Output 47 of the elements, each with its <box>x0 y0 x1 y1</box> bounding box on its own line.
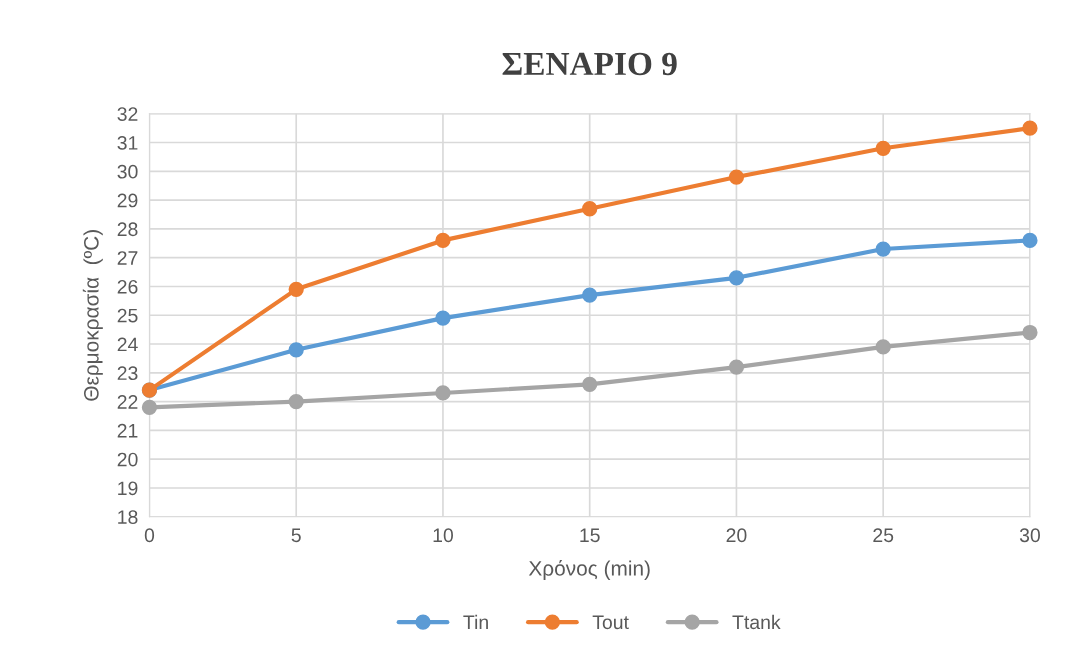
point <box>435 385 451 401</box>
y-tick-label: 31 <box>117 136 138 150</box>
y-tick-label: 21 <box>117 423 138 438</box>
point <box>728 270 745 286</box>
point <box>582 201 598 217</box>
x-tick-label: 25 <box>873 528 894 543</box>
y-tick-label: 20 <box>117 452 138 467</box>
point <box>141 399 158 416</box>
y-tick-label: 18 <box>118 510 138 524</box>
point <box>288 393 304 410</box>
y-axis-title: Θερμοκρασία (ºC) <box>82 230 103 401</box>
y-tick-label: 26 <box>117 279 138 294</box>
y-tick-label: 24 <box>117 337 138 352</box>
x-tick-label: 10 <box>433 528 453 543</box>
point <box>728 359 745 375</box>
point <box>582 376 598 392</box>
point <box>435 232 451 249</box>
chart-title: ΣΕΝΑΡΙΟ 9 <box>502 52 677 76</box>
point <box>875 241 891 257</box>
point <box>288 342 304 358</box>
y-tick-label: 22 <box>117 395 138 409</box>
legend-label: Ttank <box>732 614 781 630</box>
y-tick-label: 28 <box>117 222 138 237</box>
point <box>1022 232 1038 249</box>
legend-label: Tout <box>592 615 629 630</box>
y-tick-label: 25 <box>117 308 138 323</box>
point <box>435 310 451 326</box>
x-tick-label: 20 <box>726 528 747 543</box>
point <box>875 140 891 156</box>
y-tick-label: 27 <box>117 251 138 265</box>
legend-label: Tin <box>463 614 488 629</box>
x-tick-label: 5 <box>291 528 301 543</box>
point <box>728 169 745 185</box>
y-tick-label: 19 <box>118 481 138 496</box>
point <box>1022 120 1038 136</box>
point <box>875 339 891 355</box>
y-tick-label: 32 <box>117 107 138 121</box>
x-tick-label: 15 <box>580 528 600 543</box>
y-tick-label: 29 <box>117 193 138 208</box>
y-tick-label: 23 <box>117 366 138 381</box>
y-tick-label: 30 <box>117 164 138 179</box>
x-tick-label: 30 <box>1019 528 1040 543</box>
x-axis-title: Χρόνος (min) <box>528 559 650 580</box>
point <box>1022 324 1038 341</box>
point <box>288 281 304 297</box>
point <box>582 287 598 303</box>
x-tick-label: 0 <box>144 528 155 543</box>
